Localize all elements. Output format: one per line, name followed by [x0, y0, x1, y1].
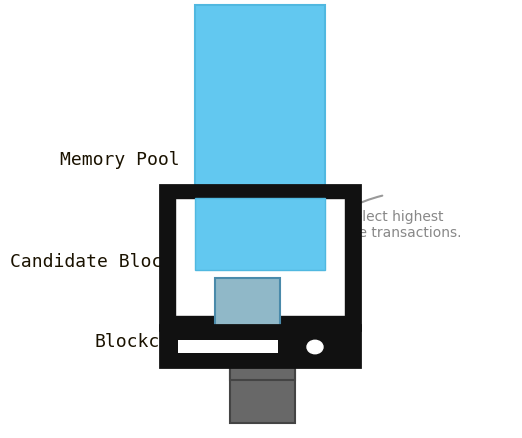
- Text: Candidate Block: Candidate Block: [10, 253, 173, 271]
- Bar: [195, 198, 325, 270]
- Bar: [175, 198, 345, 316]
- Bar: [215, 278, 280, 333]
- Circle shape: [307, 340, 323, 354]
- Bar: [230, 282, 295, 337]
- Text: Select highest
fee transactions.: Select highest fee transactions.: [345, 210, 461, 240]
- Bar: [230, 325, 295, 380]
- Text: Memory Pool: Memory Pool: [60, 151, 180, 169]
- Text: Blockchain: Blockchain: [95, 333, 204, 351]
- Bar: [160, 185, 360, 330]
- Bar: [178, 340, 278, 353]
- Bar: [160, 325, 360, 367]
- Bar: [230, 368, 295, 423]
- Bar: [195, 5, 325, 200]
